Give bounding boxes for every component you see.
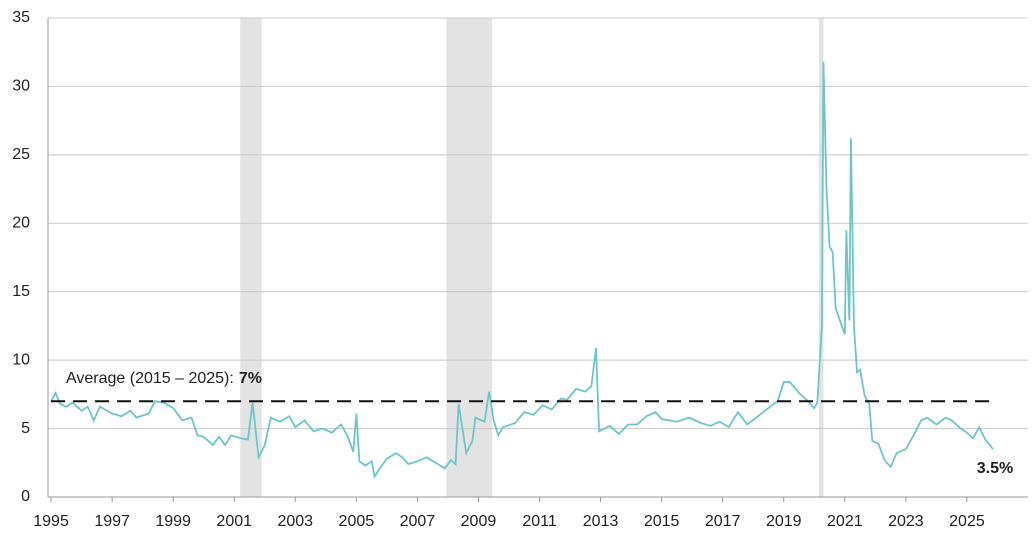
x-tick-label: 2007: [400, 513, 436, 530]
y-tick-label: 10: [12, 351, 30, 368]
x-tick-label: 2009: [461, 513, 497, 530]
average-label: Average (2015 – 2025):: [66, 370, 234, 387]
x-tick-label: 2013: [583, 513, 619, 530]
y-tick-label: 30: [12, 78, 30, 95]
end-label: 3.5%: [977, 460, 1013, 477]
y-tick-label: 0: [21, 488, 30, 505]
x-tick-label: 1999: [155, 513, 191, 530]
y-tick-label: 35: [12, 9, 30, 26]
x-tick-label: 2023: [888, 513, 924, 530]
y-tick-label: 25: [12, 146, 30, 163]
x-tick-label: 2005: [339, 513, 375, 530]
y-tick-label: 20: [12, 215, 30, 232]
x-tick-label: 1997: [94, 513, 130, 530]
x-tick-label: 1995: [33, 513, 69, 530]
recession-band: [818, 18, 824, 497]
x-tick-label: 2015: [644, 513, 680, 530]
x-tick-label: 2021: [827, 513, 863, 530]
x-tick-label: 2025: [949, 513, 985, 530]
y-tick-label: 5: [21, 420, 30, 437]
x-tick-label: 2011: [522, 513, 557, 530]
average-annotation: Average (2015 – 2025): 7%: [66, 370, 262, 387]
x-tick-label: 2003: [277, 513, 313, 530]
recession-band: [446, 18, 493, 497]
average-value-label: 7%: [239, 370, 262, 387]
recession-band: [240, 18, 262, 497]
x-tick-label: 2017: [705, 513, 741, 530]
data-line: [50, 61, 994, 479]
y-tick-label: 15: [12, 283, 30, 300]
x-tick-label: 2001: [216, 513, 252, 530]
x-tick-label: 2019: [766, 513, 802, 530]
